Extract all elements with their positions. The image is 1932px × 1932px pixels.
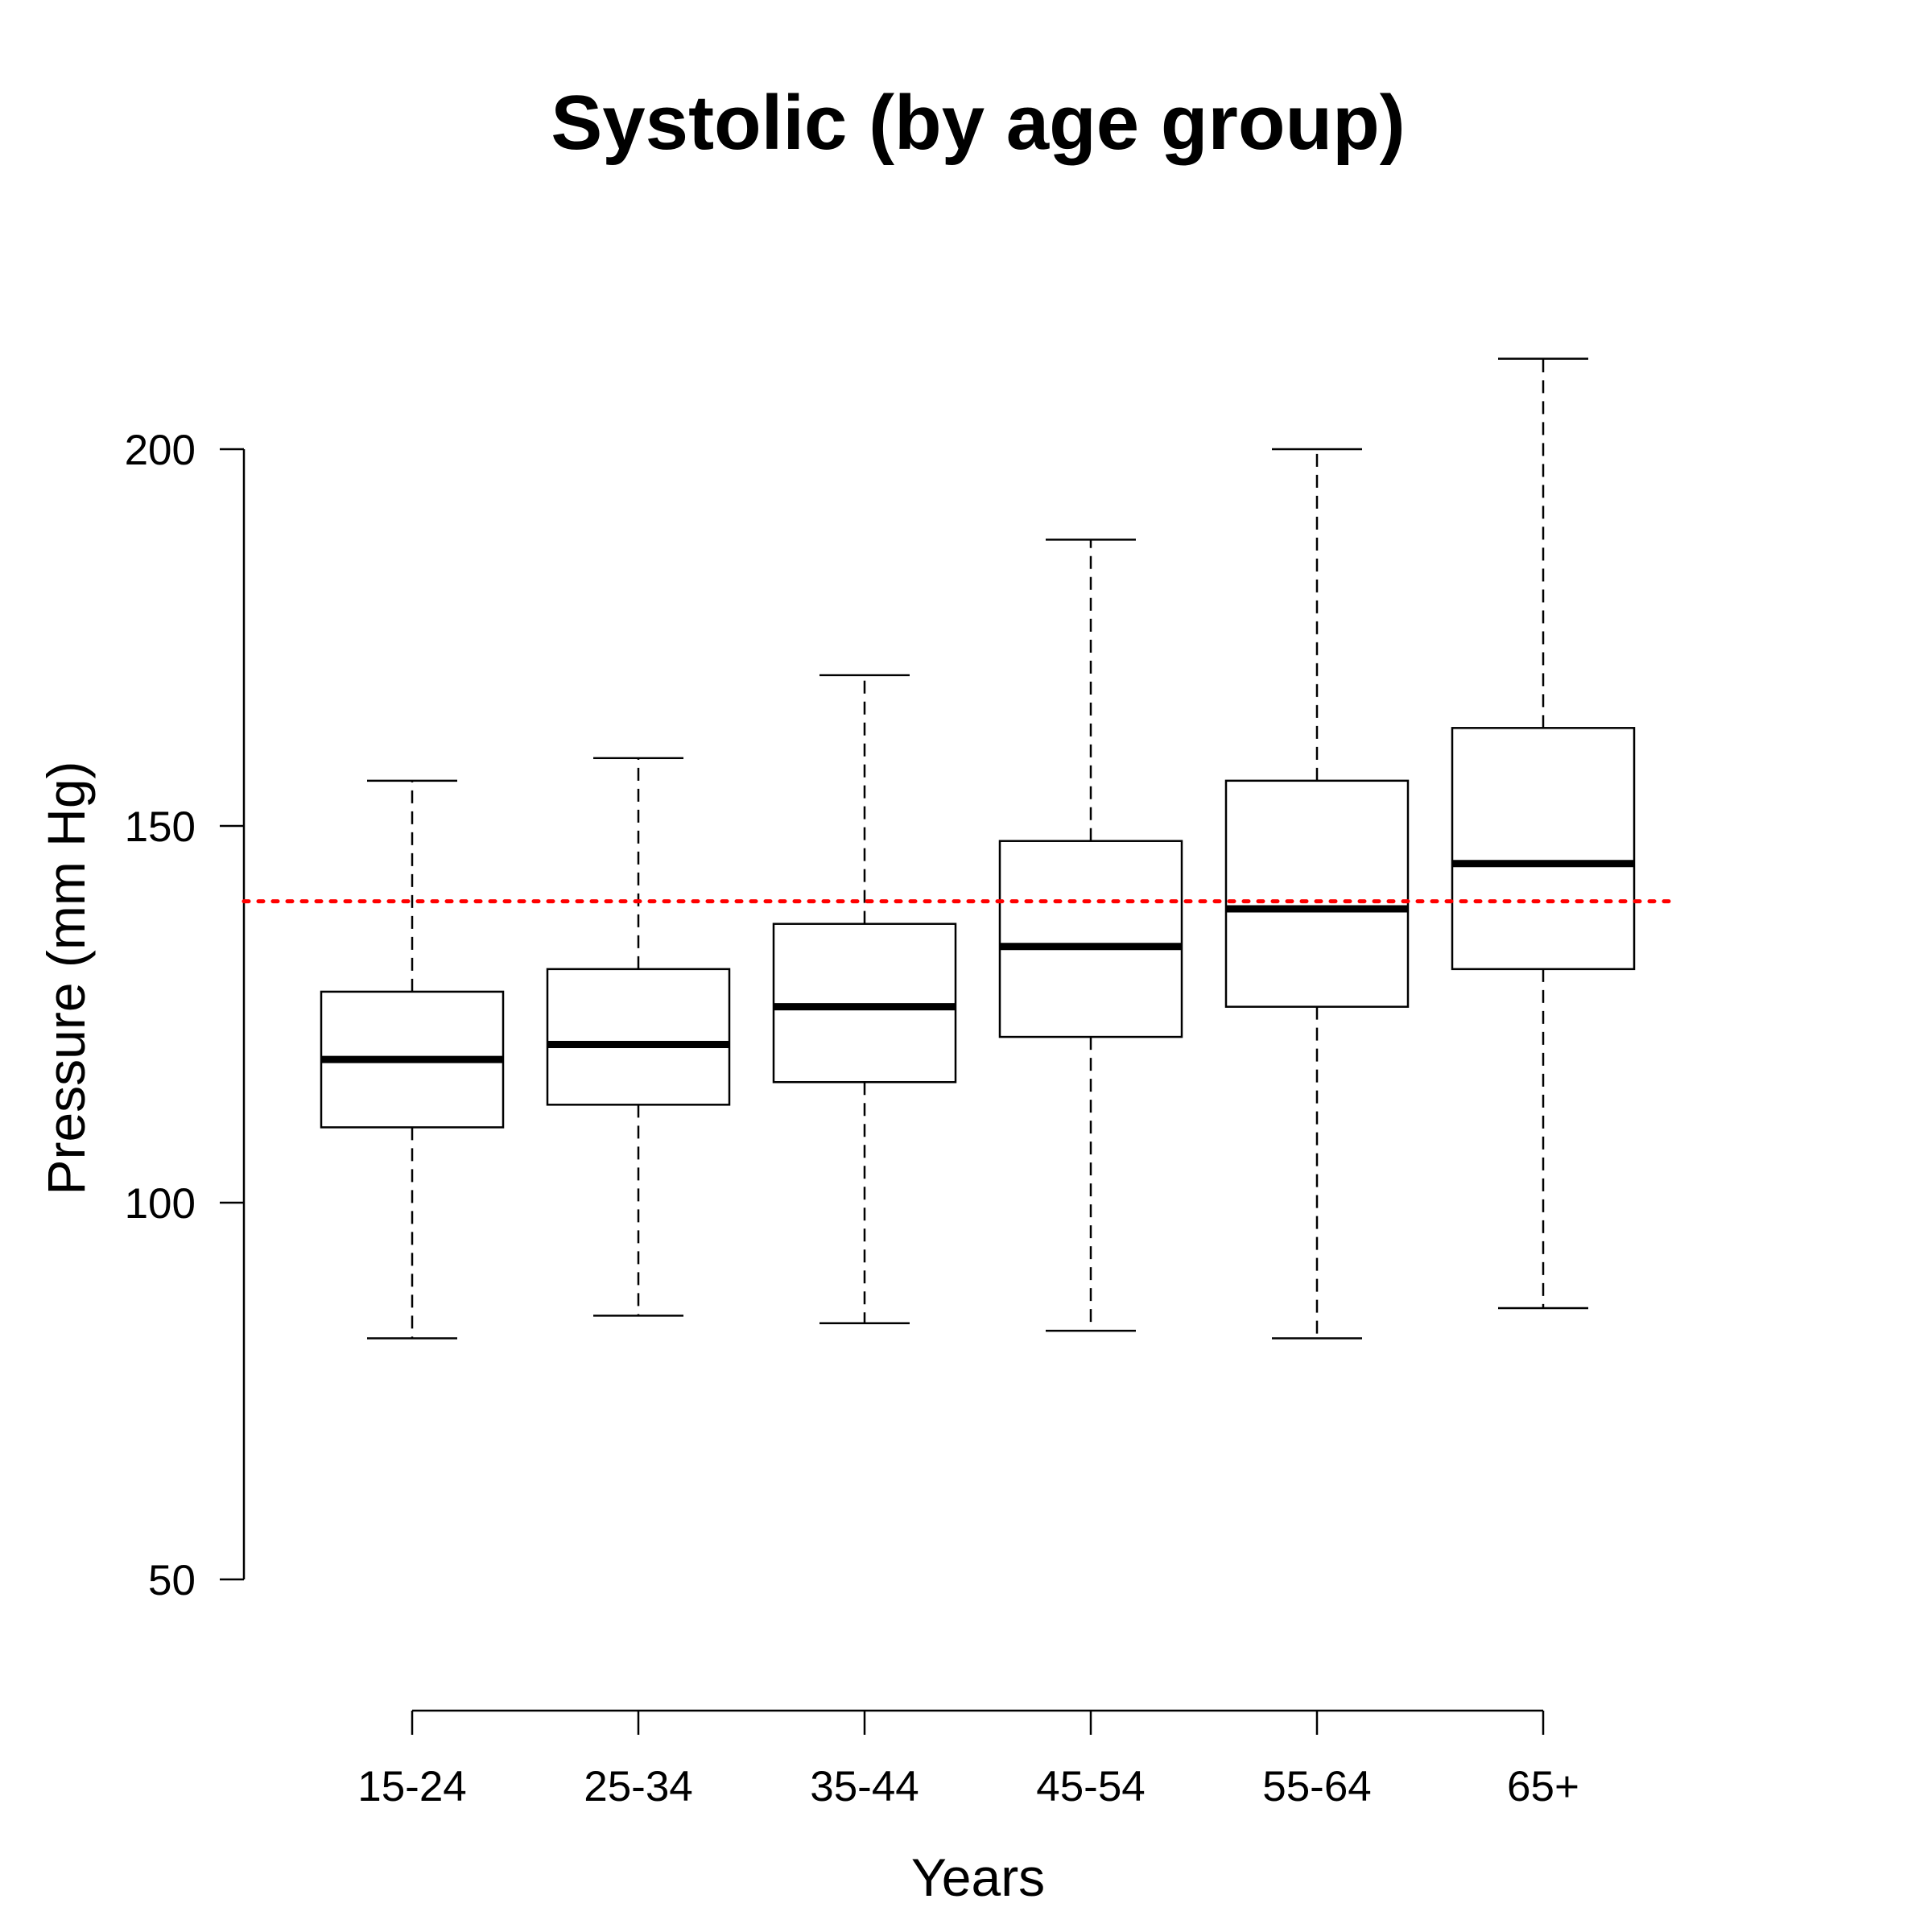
y-tick-label: 100	[125, 1180, 196, 1228]
x-axis: 15-24 25-34 35-44 45-54 55-64 65+	[357, 1709, 1579, 1810]
box-55-64	[1224, 448, 1410, 1340]
iqr-box	[1451, 727, 1636, 971]
box-45-54	[998, 539, 1183, 1332]
x-tick-label: 15-24	[357, 1763, 467, 1810]
box-15-24	[320, 779, 505, 1340]
iqr-box	[1224, 779, 1410, 1008]
y-axis-label: Pressure (mm Hg)	[36, 761, 96, 1195]
x-axis-label: Years	[911, 1847, 1045, 1907]
chart-title: Systolic (by age group)	[551, 80, 1405, 166]
x-tick-label: 55-64	[1262, 1763, 1372, 1810]
box-25-34	[546, 757, 731, 1317]
y-tick-label: 200	[125, 427, 196, 474]
iqr-box	[546, 968, 731, 1106]
x-tick-label: 25-34	[584, 1763, 693, 1810]
iqr-box	[772, 923, 957, 1084]
box-35-44	[772, 674, 957, 1325]
box-65+	[1451, 357, 1636, 1310]
box-group	[320, 357, 1636, 1340]
x-tick-label: 45-54	[1036, 1763, 1146, 1810]
x-tick-label: 65+	[1507, 1763, 1579, 1810]
y-axis: 50 100 150 200	[125, 427, 246, 1604]
iqr-box	[998, 840, 1183, 1038]
x-tick-label: 35-44	[810, 1763, 919, 1810]
y-tick-label: 150	[125, 803, 196, 851]
y-tick-label: 50	[148, 1557, 196, 1604]
